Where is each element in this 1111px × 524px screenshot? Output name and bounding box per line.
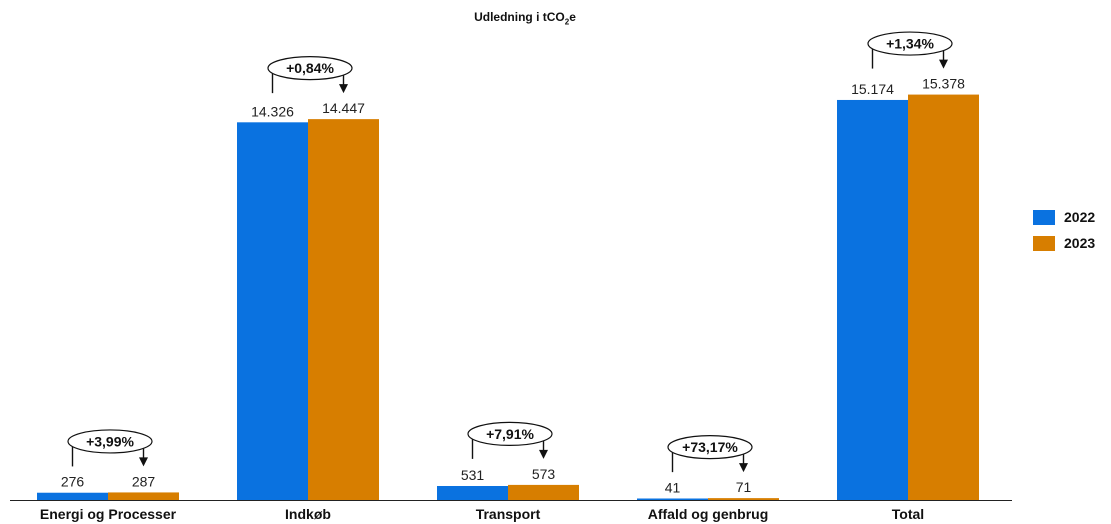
legend-swatch-2022 xyxy=(1033,209,1055,225)
category-label-0: Energi og Processer xyxy=(40,506,177,522)
change-label-0: +3,99% xyxy=(86,433,134,449)
legend-label-2023: 2023 xyxy=(1064,235,1096,251)
legend-item-2023: 2023 xyxy=(1033,230,1095,256)
bar-2022-3 xyxy=(637,498,708,500)
change-pill-1 xyxy=(267,56,353,81)
data-label-2023-2: 573 xyxy=(532,466,556,482)
category-label-4: Total xyxy=(892,506,924,522)
category-label-1: Indkøb xyxy=(285,506,331,522)
bar-2023-4 xyxy=(908,94,979,500)
change-label-1: +0,84% xyxy=(286,60,334,76)
data-label-2022-4: 15.174 xyxy=(851,81,894,97)
category-label-2: Transport xyxy=(476,506,541,522)
bar-2023-1 xyxy=(308,119,379,500)
change-pill-3 xyxy=(667,435,753,460)
data-label-2023-3: 71 xyxy=(736,479,752,495)
bar-2022-0 xyxy=(37,492,108,500)
change-label-2: +7,91% xyxy=(486,426,534,442)
bar-2023-3 xyxy=(708,498,779,500)
legend: 2022 2023 xyxy=(1033,204,1095,256)
change-pill-0 xyxy=(67,429,153,454)
data-label-2022-1: 14.326 xyxy=(251,103,294,119)
chart-title: Udledning i tCO2e xyxy=(0,10,1050,26)
change-arrow-head-0 xyxy=(139,457,148,467)
data-label-2023-0: 287 xyxy=(132,473,156,489)
data-label-2023-4: 15.378 xyxy=(922,76,965,92)
chart-title-suffix: e xyxy=(569,10,576,24)
change-arrow-head-4 xyxy=(939,59,948,69)
legend-item-2022: 2022 xyxy=(1033,204,1095,230)
change-arrow-head-3 xyxy=(739,463,748,473)
bar-2022-1 xyxy=(237,122,308,500)
change-pill-2 xyxy=(467,421,553,446)
chart-title-text: Udledning i tCO xyxy=(474,10,565,24)
data-label-2022-0: 276 xyxy=(61,474,85,490)
bar-2023-0 xyxy=(108,492,179,500)
chart-title-subscript: 2 xyxy=(564,17,570,27)
change-arrow-head-1 xyxy=(339,84,348,94)
bar-2023-2 xyxy=(508,484,579,500)
data-label-2022-3: 41 xyxy=(665,480,681,496)
data-label-2022-2: 531 xyxy=(461,467,485,483)
change-label-4: +1,34% xyxy=(886,36,934,52)
bar-2022-2 xyxy=(437,486,508,500)
bar-2022-4 xyxy=(837,99,908,500)
data-label-2023-1: 14.447 xyxy=(322,100,365,116)
legend-label-2022: 2022 xyxy=(1064,209,1096,225)
legend-swatch-2023 xyxy=(1033,235,1055,251)
category-label-3: Affald og genbrug xyxy=(648,506,769,522)
change-pill-4 xyxy=(867,31,953,56)
change-label-3: +73,17% xyxy=(682,439,738,455)
change-arrow-head-2 xyxy=(539,449,548,459)
